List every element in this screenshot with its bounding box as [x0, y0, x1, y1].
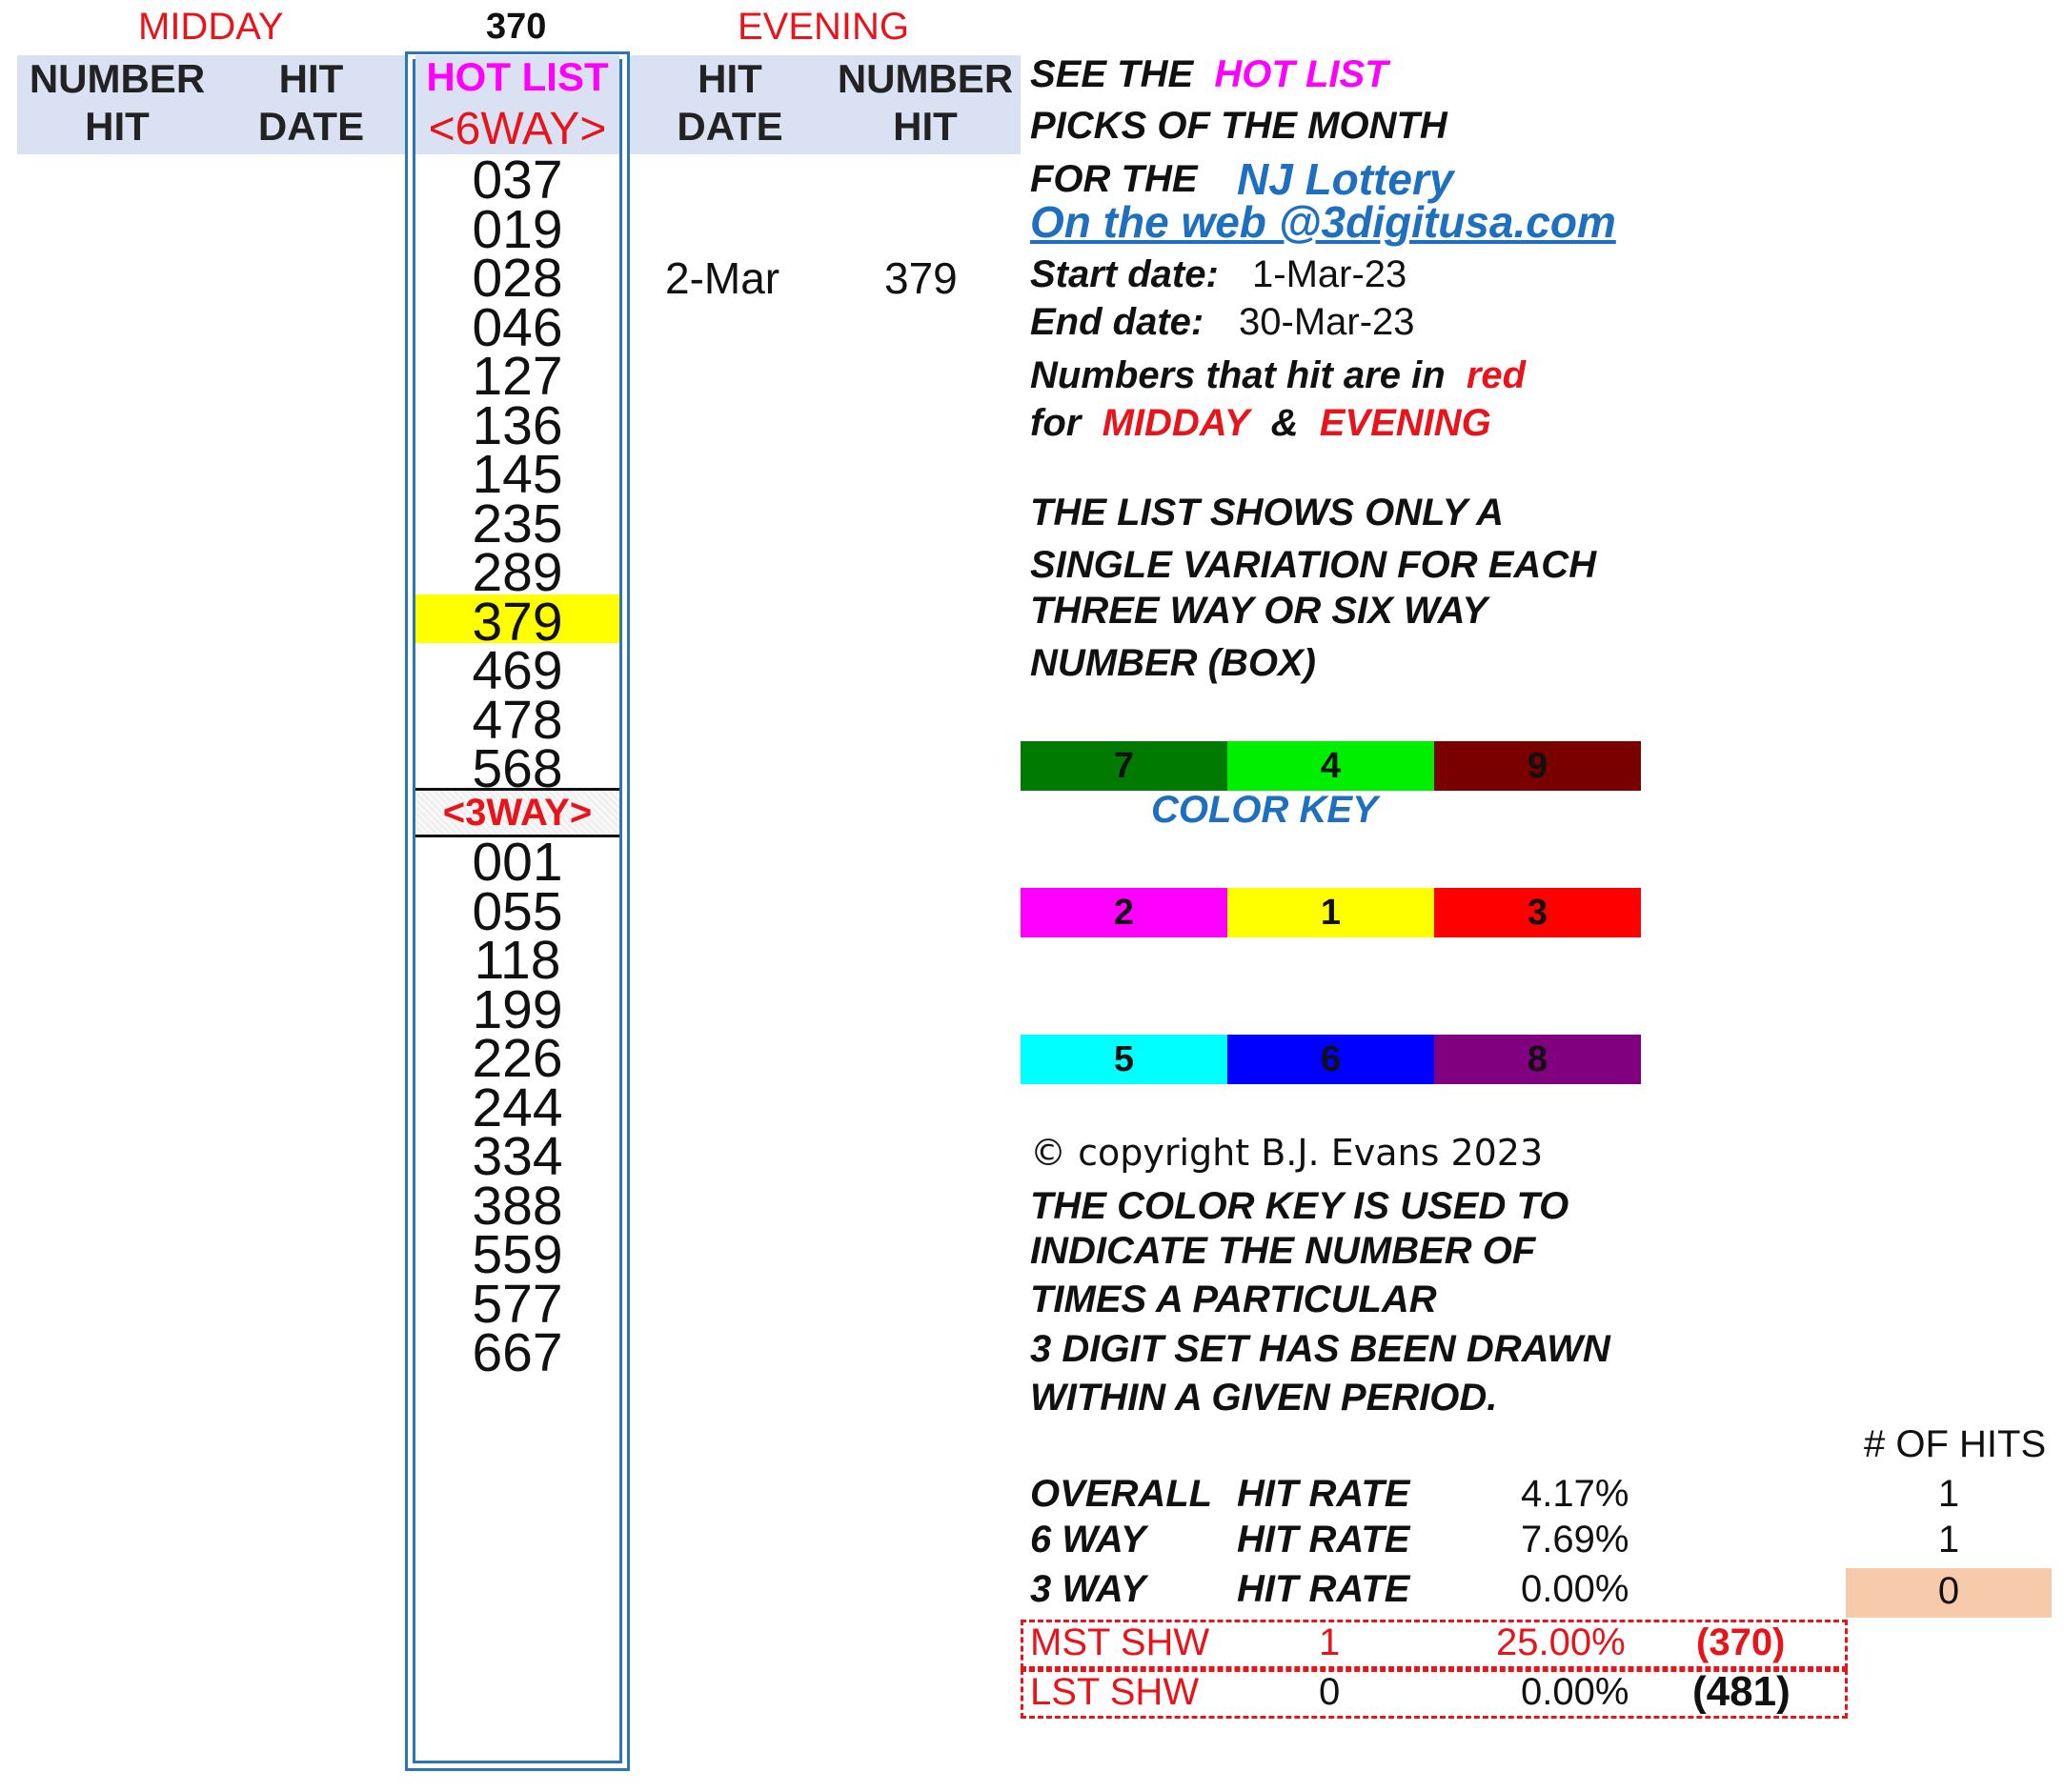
three-way-label: <3WAY> — [442, 792, 593, 834]
stat-row-overall-rate: 4.17% — [1521, 1473, 1629, 1515]
hot-list-title: HOT LIST — [426, 54, 609, 99]
for-the-line: FOR THE — [1030, 158, 1198, 200]
hot-list-number: 019 — [472, 198, 563, 260]
hot-list-number: 145 — [472, 444, 563, 505]
hot-list-number: 388 — [472, 1175, 563, 1237]
hot-list-number: 244 — [472, 1077, 563, 1138]
color-key-swatch: 8 — [1434, 1035, 1641, 1084]
evening-hit-number: 379 — [884, 253, 958, 303]
hot-list-number: 469 — [472, 640, 563, 701]
stat-row-overall-a: OVERALL — [1030, 1473, 1213, 1515]
lst-number: (481) — [1692, 1668, 1791, 1715]
copyright-text: © copyright B.J. Evans 2023 — [1030, 1132, 1544, 1174]
hit-highlight — [415, 594, 619, 643]
hot-list-column-outer — [405, 51, 630, 1771]
hot-list-number: 667 — [472, 1322, 563, 1383]
lst-pct: 0.00% — [1521, 1671, 1629, 1713]
stat-row-3way-b: HIT RATE — [1237, 1568, 1410, 1610]
hot-list-number: 334 — [472, 1126, 563, 1187]
color-key-swatch: 6 — [1227, 1035, 1434, 1084]
midday-number-header: NUMBER HIT — [29, 56, 206, 149]
evening-date-header: HIT DATE — [677, 56, 783, 149]
evening-header-band — [630, 55, 1021, 154]
start-date-value: 1-Mar-23 — [1252, 253, 1407, 295]
color-key-swatch: 9 — [1434, 741, 1641, 791]
list-note-4: NUMBER (BOX) — [1030, 642, 1316, 684]
hot-list-number: 577 — [472, 1273, 563, 1335]
lst-count: 0 — [1319, 1671, 1341, 1713]
stat-row-6way-b: HIT RATE — [1237, 1519, 1410, 1560]
hot-list-number: 289 — [472, 542, 563, 603]
color-key-title: COLOR KEY — [1151, 789, 1378, 831]
midday-evening-line: for MIDDAY & EVENING — [1030, 402, 1491, 444]
start-date-label: Start date: — [1030, 253, 1219, 295]
six-way-label: <6WAY> — [428, 104, 607, 154]
key-note-1: THE COLOR KEY IS USED TO — [1030, 1185, 1569, 1227]
color-key-swatch: 4 — [1227, 741, 1434, 791]
hot-list-number: 136 — [472, 394, 563, 456]
hot-list-number: 001 — [472, 832, 563, 893]
stat-row-3way-rate: 0.00% — [1521, 1568, 1629, 1610]
website-link[interactable]: On the web @3digitusa.com — [1030, 197, 1616, 247]
midday-header-band — [17, 55, 405, 154]
hot-list-number: 226 — [472, 1028, 563, 1089]
hot-list-number: 046 — [472, 296, 563, 358]
end-date-value: 30-Mar-23 — [1239, 301, 1415, 343]
color-key-swatch: 1 — [1227, 888, 1434, 937]
stat-row-6way-hits: 1 — [1937, 1519, 1960, 1560]
evening-hit-date: 2-Mar — [665, 253, 780, 303]
picks-line: PICKS OF THE MONTH — [1030, 105, 1447, 147]
list-note-2: SINGLE VARIATION FOR EACH — [1030, 544, 1597, 586]
hit-red-line: Numbers that hit are in red — [1030, 354, 1527, 396]
mst-label: MST SHW — [1030, 1621, 1210, 1663]
stat-row-3way-a: 3 WAY — [1030, 1568, 1146, 1610]
key-note-3: TIMES A PARTICULAR — [1030, 1279, 1437, 1320]
hot-list-number: 559 — [472, 1224, 563, 1285]
evening-title: EVENING — [738, 6, 910, 48]
hot-list-number: 037 — [472, 150, 563, 211]
stat-row-3way-hits: 0 — [1937, 1570, 1960, 1612]
hot-list-number: 055 — [472, 880, 563, 942]
stat-row-overall-hits: 1 — [1937, 1473, 1960, 1515]
midday-date-header: HIT DATE — [257, 56, 365, 149]
key-note-5: WITHIN A GIVEN PERIOD. — [1030, 1377, 1498, 1419]
zero-hits-highlight — [1846, 1568, 2052, 1618]
hot-list-number: 379 — [472, 591, 563, 653]
most-shown-box — [1021, 1620, 1848, 1669]
end-date-label: End date: — [1030, 301, 1204, 343]
hot-list-number: 127 — [472, 346, 563, 407]
mst-pct: 25.00% — [1496, 1621, 1626, 1663]
hot-list-header-band — [415, 55, 619, 154]
stat-row-6way-rate: 7.69% — [1521, 1519, 1629, 1560]
stat-row-overall-b: HIT RATE — [1237, 1473, 1410, 1515]
least-shown-box — [1021, 1669, 1848, 1719]
hot-list-number: 235 — [472, 493, 563, 554]
hot-list-number: 568 — [472, 738, 563, 799]
color-key-swatch: 2 — [1021, 888, 1227, 937]
nj-lottery-label: NJ Lottery — [1237, 154, 1454, 204]
hot-list-number: 478 — [472, 689, 563, 751]
evening-number-header: NUMBER HIT — [837, 56, 1014, 149]
mst-number: (370) — [1696, 1621, 1786, 1663]
lst-label: LST SHW — [1030, 1671, 1200, 1713]
hits-header: # OF HITS — [1864, 1423, 2047, 1465]
hot-list-number: 028 — [472, 248, 563, 309]
color-key-swatch: 7 — [1021, 741, 1227, 791]
hot-list-number: 199 — [472, 978, 563, 1040]
hot-list-number: 118 — [474, 930, 561, 991]
mst-count: 1 — [1319, 1621, 1341, 1663]
see-the-line: SEE THE HOT LIST — [1030, 53, 1388, 95]
list-note-1: THE LIST SHOWS ONLY A — [1030, 492, 1505, 534]
key-note-4: 3 DIGIT SET HAS BEEN DRAWN — [1030, 1328, 1610, 1370]
key-note-2: INDICATE THE NUMBER OF — [1030, 1230, 1536, 1272]
center-number: 370 — [486, 7, 547, 47]
color-key-swatch: 3 — [1434, 888, 1641, 937]
midday-title: MIDDAY — [138, 6, 284, 48]
color-key-swatch: 5 — [1021, 1035, 1227, 1084]
list-note-3: THREE WAY OR SIX WAY — [1030, 590, 1488, 632]
three-way-divider — [415, 788, 619, 837]
stat-row-6way-a: 6 WAY — [1030, 1519, 1146, 1560]
